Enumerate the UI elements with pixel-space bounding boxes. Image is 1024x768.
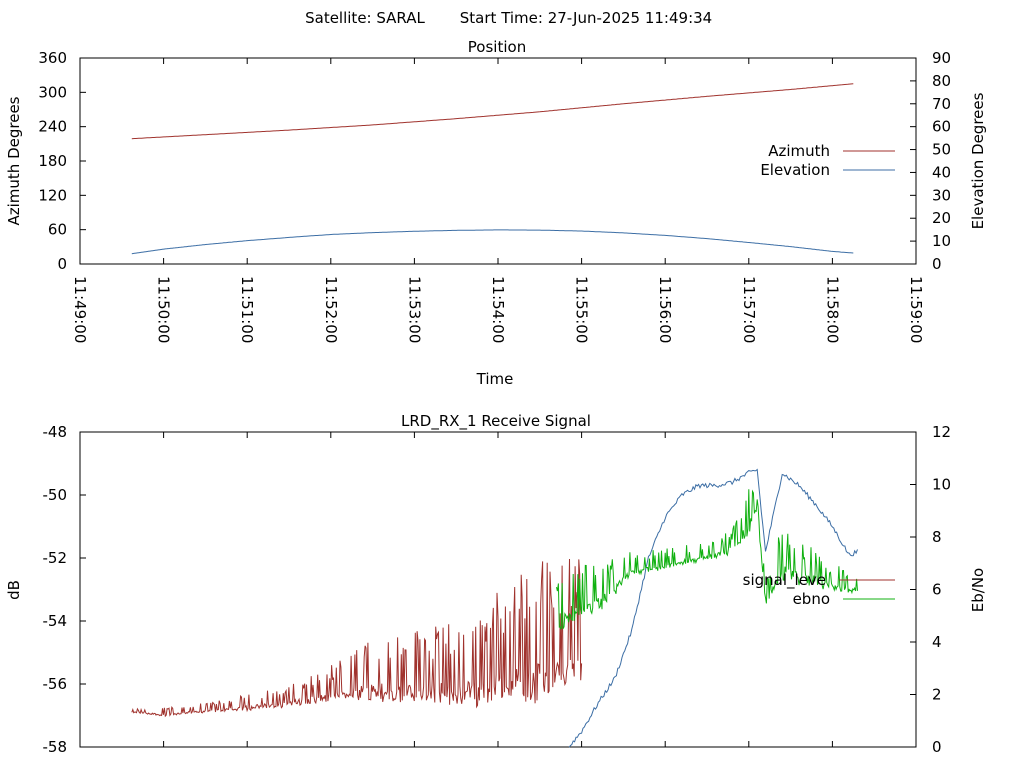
position-y-axis-label: Azimuth Degrees — [5, 96, 23, 225]
y-tick-label: -50 — [43, 486, 68, 504]
satellite-label: Satellite: SARAL — [305, 9, 425, 27]
position-x-axis-label: Time — [476, 370, 514, 388]
legend-label-azimuth: Azimuth — [768, 142, 830, 160]
receive-plot-frame — [79, 431, 917, 748]
receive-y-axis-label: dB — [5, 580, 23, 600]
y2-tick-label: 2 — [932, 686, 942, 704]
y2-tick-label: 90 — [932, 49, 951, 67]
y2-tick-label: 0 — [932, 255, 942, 273]
x-tick-label: 11:53:00 — [405, 276, 423, 343]
y2-tick-label: 30 — [932, 186, 951, 204]
y-tick-label: 0 — [57, 255, 67, 273]
y-tick-label: 120 — [38, 186, 67, 204]
y-tick-label: -48 — [43, 423, 68, 441]
y-tick-label: 180 — [38, 152, 67, 170]
position-chart: Position Azimuth Degrees Elevation Degre… — [5, 38, 987, 388]
y2-tick-label: 10 — [932, 476, 951, 494]
x-tick-label: 11:59:00 — [907, 276, 925, 343]
x-tick-label: 11:54:00 — [489, 276, 507, 343]
receive-signal-chart: LRD_RX_1 Receive Signal dB Eb/No -48 -50 -… — [5, 412, 987, 756]
x-tick-label: 11:55:00 — [573, 276, 591, 343]
series-line-1-2 — [556, 489, 858, 630]
receive-y2-axis-label: Eb/No — [969, 568, 987, 612]
y2-tick-label: 4 — [932, 633, 942, 651]
series-line-1-1 — [568, 468, 858, 748]
y2-tick-label: 8 — [932, 528, 942, 546]
receive-legend: signal_leve ebno — [743, 571, 895, 608]
legend-label-elevation: Elevation — [760, 161, 830, 179]
y-tick-label: -54 — [43, 612, 68, 630]
receive-signal-title: LRD_RX_1 Receive Signal — [401, 412, 591, 431]
position-title: Position — [468, 38, 526, 56]
position-y2-axis-label: Elevation Degrees — [969, 92, 987, 229]
x-tick-label: 11:56:00 — [656, 276, 674, 343]
y2-tick-label: 80 — [932, 72, 951, 90]
y-tick-label: 60 — [48, 221, 67, 239]
x-tick-label: 11:51:00 — [238, 276, 256, 343]
x-tick-label: 11:57:00 — [740, 276, 758, 343]
y2-tick-label: 50 — [932, 141, 951, 159]
y-tick-label: 300 — [38, 83, 67, 101]
y-tick-label: -52 — [43, 549, 68, 567]
x-tick-label: 11:49:00 — [71, 276, 89, 343]
start-time-label: Start Time: 27-Jun-2025 11:49:34 — [460, 9, 712, 27]
y-tick-label: 240 — [38, 118, 67, 136]
series-line-1-0 — [131, 558, 583, 718]
y2-tick-label: 6 — [932, 581, 942, 599]
y-tick-label: -58 — [43, 738, 68, 756]
y2-tick-label: 60 — [932, 118, 951, 136]
y2-tick-label: 10 — [932, 232, 951, 250]
x-tick-label: 11:58:00 — [823, 276, 841, 343]
legend-label-ebno: ebno — [793, 590, 830, 608]
series-line-0-1 — [131, 229, 854, 255]
y-tick-label: -56 — [43, 675, 68, 693]
position-legend: Azimuth Elevation — [760, 142, 895, 179]
series-line-0-0 — [131, 83, 854, 140]
legend-label-signal-level: signal_leve — [743, 571, 826, 590]
y2-tick-label: 12 — [932, 423, 951, 441]
x-tick-label: 11:52:00 — [322, 276, 340, 343]
y2-tick-label: 70 — [932, 95, 951, 113]
y-tick-label: 360 — [38, 49, 67, 67]
x-tick-label: 11:50:00 — [155, 276, 173, 343]
y2-tick-label: 40 — [932, 163, 951, 181]
y2-tick-label: 20 — [932, 209, 951, 227]
y2-tick-label: 0 — [932, 738, 942, 756]
